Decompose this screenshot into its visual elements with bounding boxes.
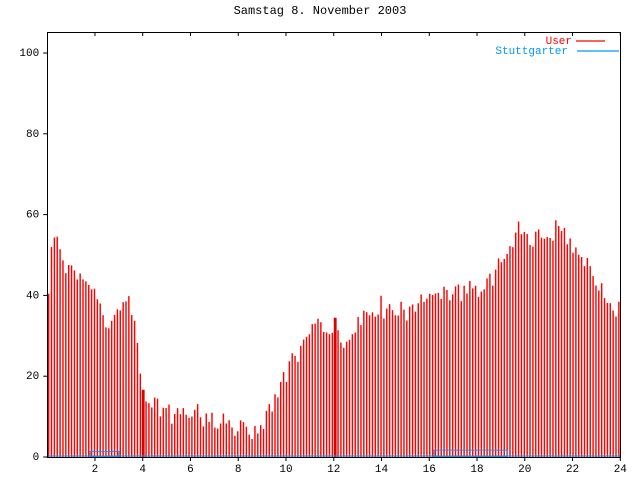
svg-text:22: 22	[566, 464, 579, 476]
svg-text:0: 0	[33, 452, 40, 464]
svg-text:18: 18	[470, 464, 483, 476]
svg-text:2: 2	[92, 464, 99, 476]
svg-text:12: 12	[327, 464, 340, 476]
svg-text:24: 24	[614, 464, 628, 476]
svg-text:10: 10	[279, 464, 292, 476]
svg-text:20: 20	[26, 371, 39, 383]
svg-text:80: 80	[26, 129, 39, 141]
svg-text:6: 6	[187, 464, 194, 476]
svg-text:4: 4	[139, 464, 146, 476]
svg-text:16: 16	[423, 464, 436, 476]
svg-text:14: 14	[375, 464, 389, 476]
svg-text:60: 60	[26, 210, 39, 222]
svg-text:100: 100	[19, 48, 39, 60]
svg-text:40: 40	[26, 290, 39, 302]
svg-text:8: 8	[235, 464, 242, 476]
svg-text:20: 20	[518, 464, 531, 476]
svg-text:Stuttgarter: Stuttgarter	[495, 46, 568, 58]
